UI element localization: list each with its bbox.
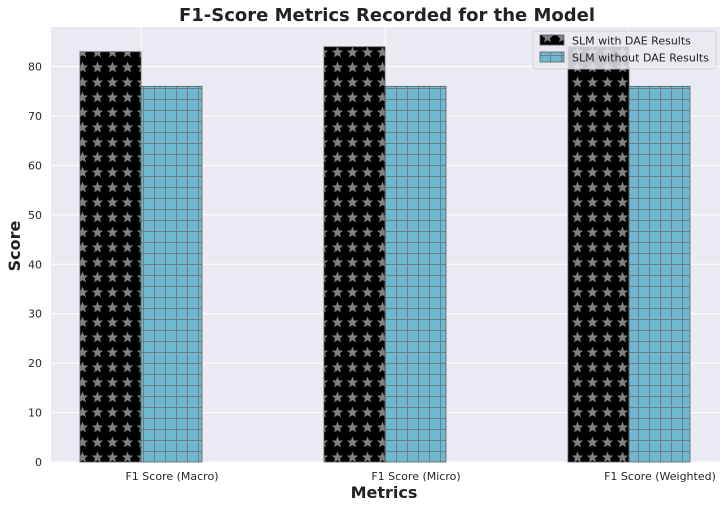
bar-slm-without-dae (384, 85, 447, 463)
legend-label-no-dae: SLM without DAE Results (572, 52, 709, 65)
x-axis-label: Metrics (351, 483, 418, 502)
bar-slm-with-dae (567, 46, 630, 463)
bar-slm-without-dae (140, 85, 203, 463)
y-tick-label: 0 (35, 456, 42, 469)
legend: SLM with DAE Results SLM without DAE Res… (532, 30, 717, 70)
y-tick-label: 80 (28, 61, 42, 74)
legend-swatch-dae (539, 34, 565, 46)
bar-slm-without-dae (628, 85, 691, 463)
bars (79, 46, 691, 463)
y-axis-label: Score (5, 220, 24, 271)
y-tick-label: 20 (28, 357, 42, 370)
y-tick-label: 50 (28, 209, 42, 222)
x-tick-label: F1 Score (Micro) (371, 470, 460, 483)
y-tick-label: 60 (28, 159, 42, 172)
legend-swatch-no-dae (539, 51, 565, 63)
y-tick-label: 40 (28, 258, 42, 271)
y-tick-label: 70 (28, 110, 42, 123)
y-tick-label: 10 (28, 407, 42, 420)
x-axis-ticks: F1 Score (Macro) F1 Score (Micro) F1 Score… (125, 470, 715, 483)
x-tick-label: F1 Score (Macro) (125, 470, 218, 483)
y-tick-label: 30 (28, 308, 42, 321)
x-tick-label: F1 Score (Weighted) (604, 470, 716, 483)
bar-slm-with-dae (323, 46, 386, 463)
bar-slm-with-dae (79, 51, 142, 463)
chart-title: F1-Score Metrics Recorded for the Model (179, 5, 595, 26)
y-axis-ticks: 0 10 20 30 40 50 60 70 80 (28, 61, 42, 469)
legend-label-dae: SLM with DAE Results (572, 35, 691, 48)
